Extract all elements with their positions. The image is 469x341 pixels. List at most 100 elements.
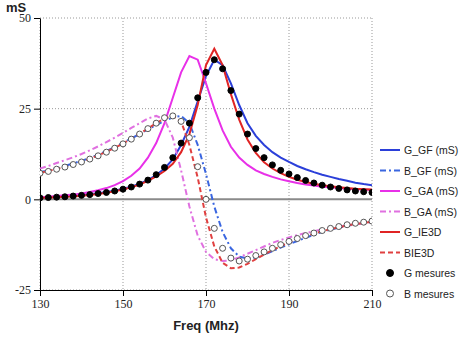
marker (261, 155, 267, 161)
marker (162, 164, 168, 170)
marker (170, 113, 176, 119)
series-markers (40, 113, 372, 264)
x-tick-mark (372, 290, 373, 296)
x-grid-line (123, 18, 124, 290)
x-tick-label: 210 (364, 297, 382, 311)
legend-label: BIE3D (404, 247, 435, 259)
y-tick: 0 (25, 193, 40, 207)
legend-swatch (380, 252, 400, 254)
marker (137, 131, 143, 137)
legend: G_GF (mS)B_GF (mS)G_GA (mS)B_GA (mS)G_IE… (380, 144, 458, 300)
marker (278, 242, 284, 248)
marker (128, 184, 134, 190)
legend-label: B mesures (404, 288, 454, 300)
marker (87, 156, 93, 162)
marker (112, 145, 118, 151)
marker (369, 189, 372, 195)
x-tick-label: 150 (115, 297, 133, 311)
marker (294, 175, 300, 181)
marker (311, 230, 317, 236)
marker (361, 219, 367, 225)
marker (211, 225, 217, 231)
marker (40, 170, 43, 176)
marker (62, 194, 68, 200)
marker (228, 88, 234, 94)
legend-swatch (380, 231, 400, 233)
legend-label: B_GA (mS) (404, 206, 457, 218)
x-tick-mark (289, 290, 290, 296)
x-tick-mark (123, 290, 124, 296)
marker (45, 168, 51, 174)
y-tick-label: 0 (25, 193, 31, 207)
marker (211, 57, 217, 63)
series-line (40, 116, 372, 268)
x-grid-line (206, 18, 207, 290)
x-tick-label: 130 (32, 297, 50, 311)
marker (87, 192, 93, 198)
marker (54, 166, 60, 172)
marker (294, 236, 300, 242)
legend-swatch (380, 149, 400, 151)
marker (269, 162, 275, 168)
marker (203, 69, 209, 75)
marker (286, 238, 292, 244)
marker (236, 111, 242, 117)
x-tick-mark (40, 290, 41, 296)
x-axis: 130 150 170 190 210 (32, 290, 382, 311)
marker (319, 182, 325, 188)
legend-swatch (387, 290, 394, 297)
y-tick-label: 25 (19, 102, 31, 116)
marker (178, 118, 184, 124)
x-grid-line (40, 18, 41, 290)
marker (369, 218, 372, 224)
x-tick-label: 190 (281, 297, 299, 311)
marker (328, 225, 334, 231)
marker (344, 187, 350, 193)
series-markers (40, 57, 372, 201)
marker (162, 115, 168, 121)
marker (245, 256, 251, 262)
marker (220, 245, 226, 251)
x-tick-label: 170 (198, 297, 216, 311)
y-axis-title: mS (6, 0, 27, 15)
marker (40, 195, 43, 201)
marker (145, 177, 151, 183)
grid (40, 18, 372, 290)
series-line (40, 56, 372, 197)
marker (186, 135, 192, 141)
marker (352, 220, 358, 226)
marker (62, 164, 68, 170)
marker (220, 66, 226, 72)
marker (79, 192, 85, 198)
series-line (40, 116, 372, 259)
x-tick: 170 (198, 290, 216, 311)
legend-swatch (380, 170, 400, 172)
marker (195, 95, 201, 101)
y-axis-line (40, 19, 41, 291)
marker (253, 253, 259, 259)
marker (45, 195, 51, 201)
y-tick: 25 (19, 102, 40, 116)
legend-label: G_GA (mS) (404, 185, 458, 197)
marker (253, 146, 259, 152)
marker (120, 141, 126, 147)
y-tick-mark (34, 290, 40, 291)
marker (303, 233, 309, 239)
marker (186, 120, 192, 126)
marker (336, 224, 342, 230)
marker (236, 258, 242, 264)
plot-area (40, 49, 372, 268)
x-grid-line (372, 18, 373, 290)
marker (269, 245, 275, 251)
x-tick: 210 (364, 290, 382, 311)
legend-label: G mesures (404, 267, 455, 279)
legend-label: B_GF (mS) (404, 165, 457, 177)
marker (153, 120, 159, 126)
x-tick: 150 (115, 290, 133, 311)
legend-label: G_IE3D (404, 226, 442, 238)
marker (145, 126, 151, 132)
marker (112, 188, 118, 194)
y-axis: -2502550 (15, 11, 41, 297)
marker (137, 181, 143, 187)
marker (70, 162, 76, 168)
